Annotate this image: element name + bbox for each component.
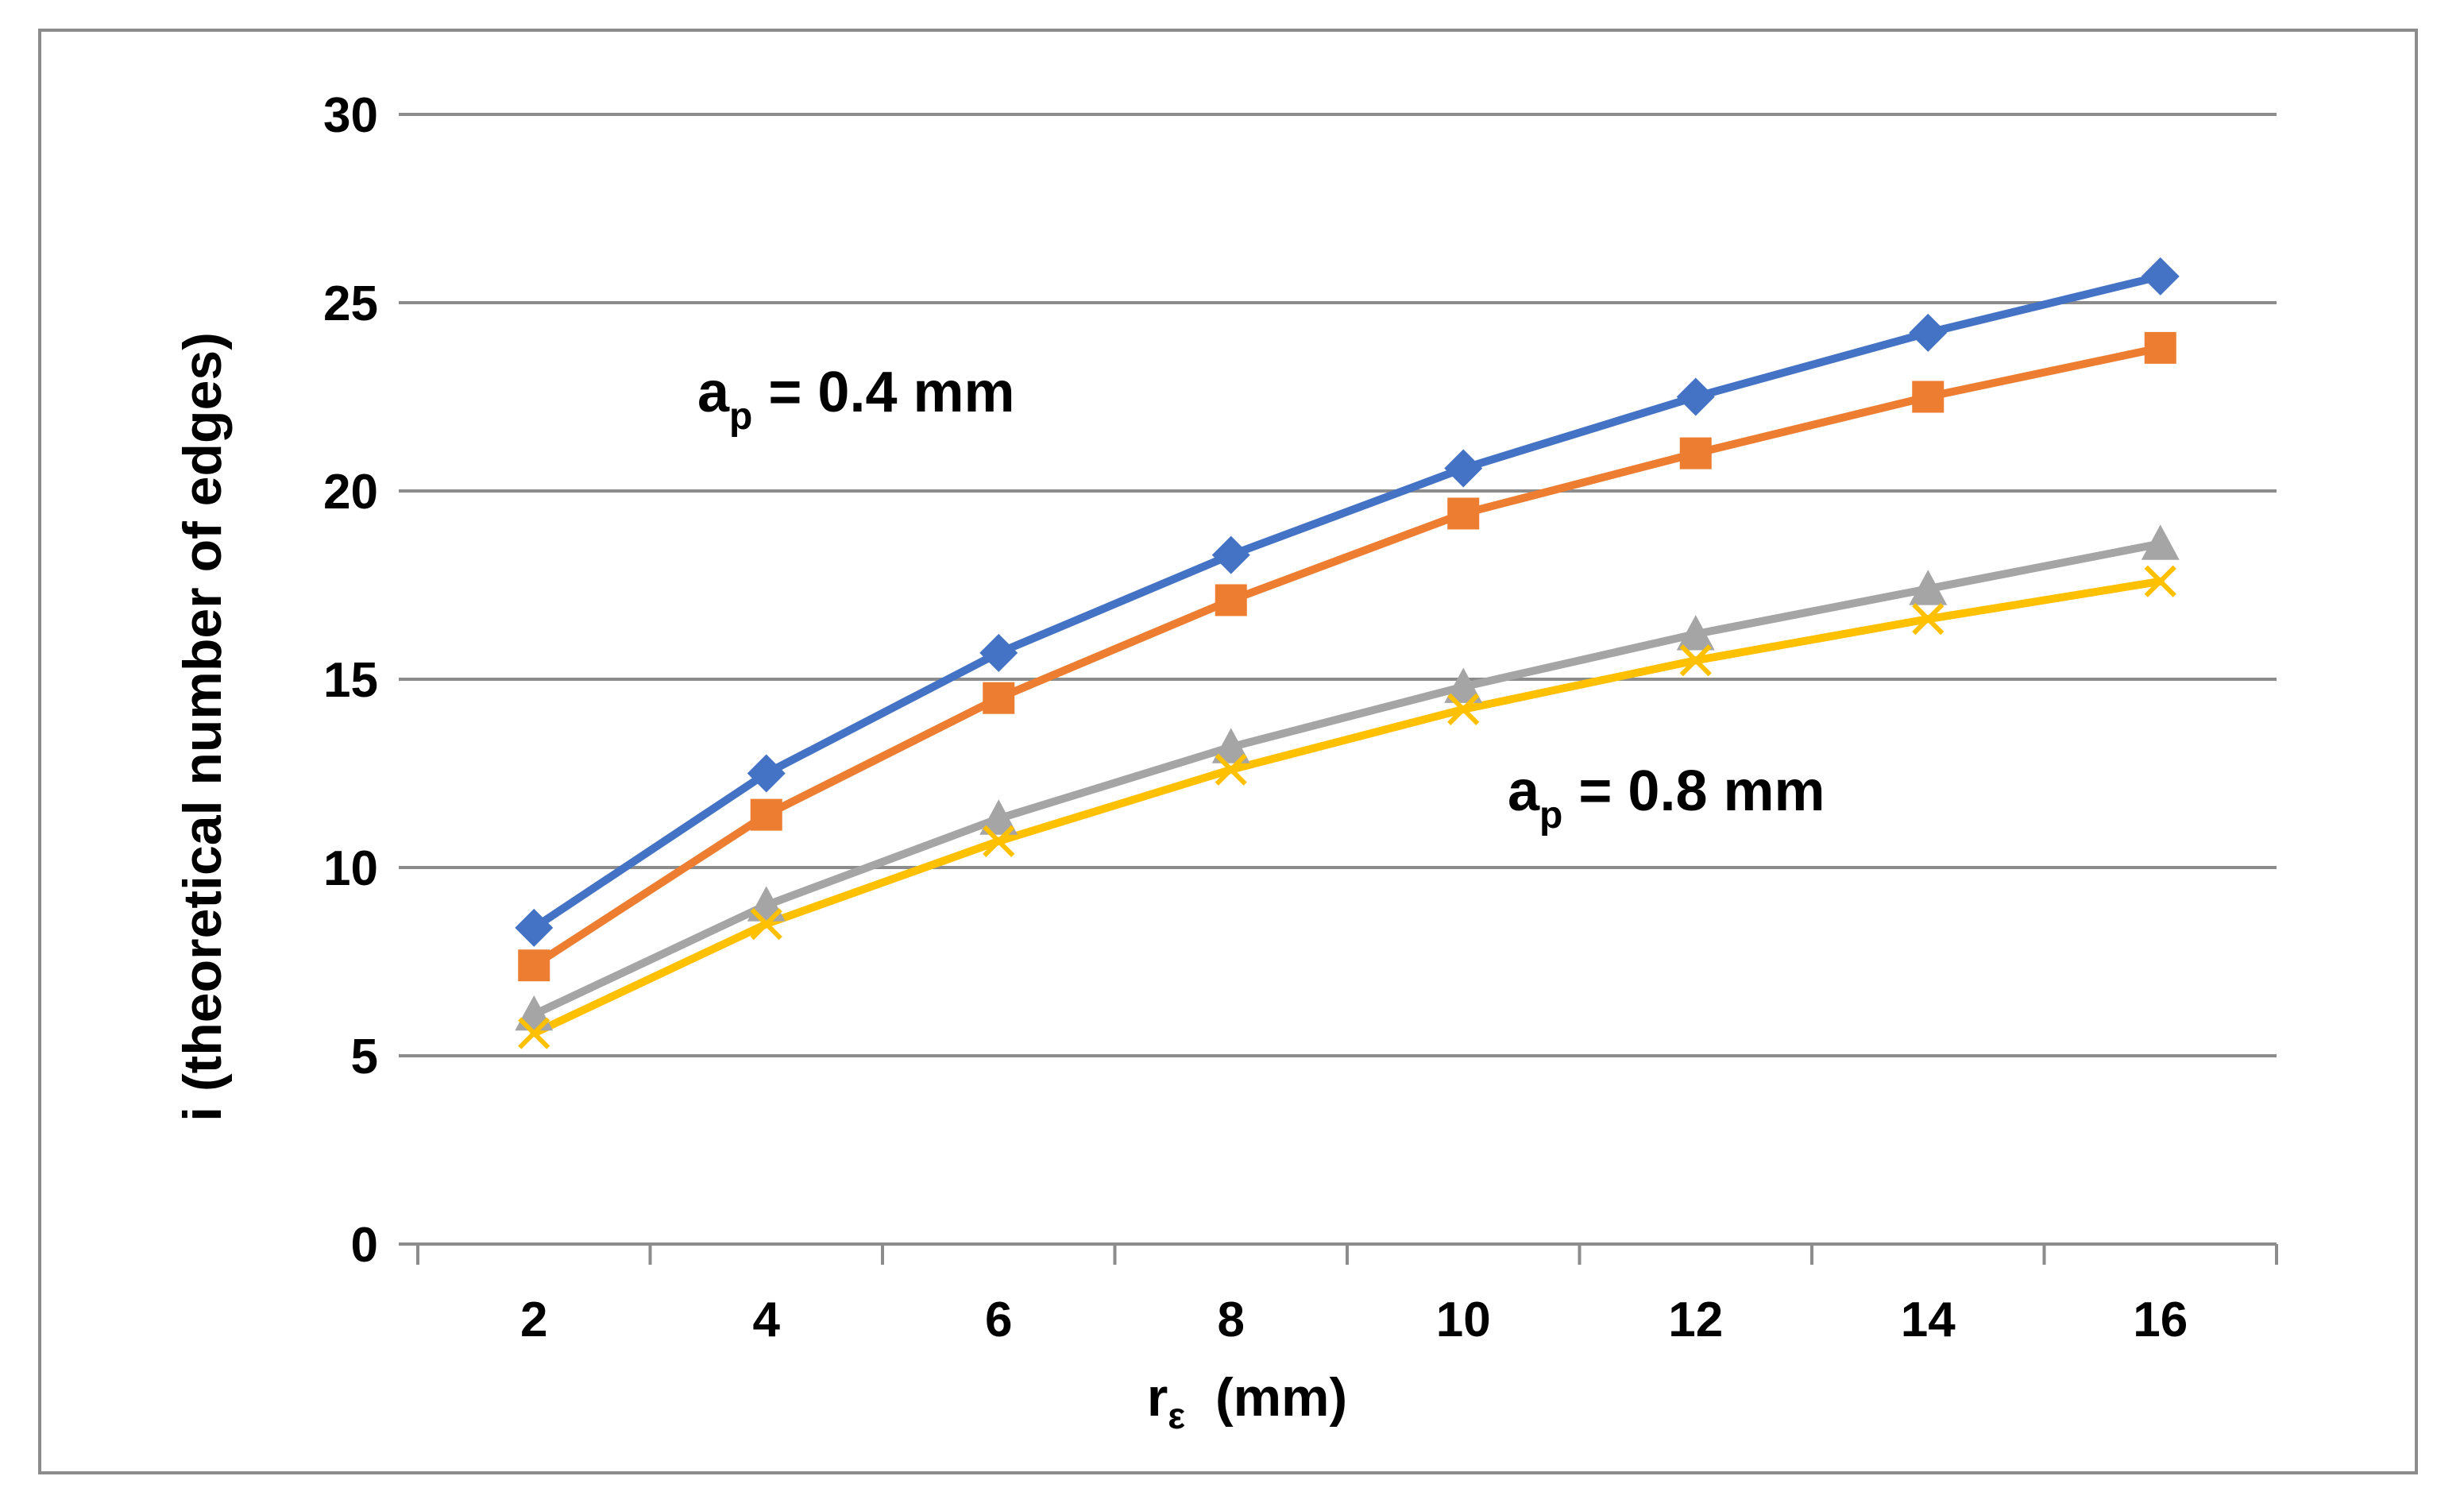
x-tick-label: 8 (1218, 1293, 1245, 1347)
x-axis-title-sub: ε (1168, 1395, 1185, 1436)
series-1-line (530, 272, 2165, 932)
series-3-point (2141, 524, 2180, 560)
x-axis-title-unit: (mm) (1215, 1367, 1347, 1428)
series-lines (530, 272, 2165, 1038)
series-2-point (518, 949, 550, 982)
series-markers (515, 257, 2180, 1049)
annotation-ap-08: ap = 0.8 mm (1508, 759, 1825, 837)
series-3-line (530, 539, 2165, 1018)
series-1-point (2141, 257, 2180, 296)
series-3-point (979, 799, 1018, 835)
x-tick-label: 16 (2133, 1293, 2188, 1347)
axes: 0 5 10 15 20 25 30 2 4 6 8 10 12 14 16 (323, 88, 2278, 1347)
series-4-point (750, 907, 782, 941)
y-axis-title: i (theoretical number of edges) (172, 332, 233, 1122)
series-2-point (1912, 381, 1945, 413)
series-4-line (530, 577, 2165, 1038)
series-4-point (1912, 603, 1945, 636)
x-tick-label: 2 (520, 1293, 547, 1347)
x-tick-label: 14 (1901, 1293, 1956, 1347)
series-2-point (1447, 497, 1480, 530)
y-tick-label: 10 (323, 841, 378, 896)
series-3-point (1444, 667, 1483, 703)
y-tick-label: 30 (323, 88, 378, 143)
x-tick-label: 10 (1436, 1293, 1491, 1347)
y-tick-label: 15 (323, 653, 378, 708)
series-2-line (530, 343, 2165, 970)
series-4-point (1447, 693, 1480, 726)
series-4-point (983, 825, 1015, 857)
series-1-point (1444, 449, 1483, 488)
x-tick-label: 6 (985, 1293, 1012, 1347)
series-3-point (1211, 728, 1250, 763)
series-1-point (979, 633, 1018, 672)
x-tick-label: 4 (753, 1293, 781, 1347)
series-4-point (2144, 565, 2176, 597)
series-1-point (1909, 313, 1948, 352)
x-axis-title-main: r (1147, 1367, 1168, 1428)
series-3-point (1676, 615, 1715, 651)
series-1-point (1676, 377, 1715, 416)
series-1-point (747, 754, 786, 793)
y-tick-label: 20 (323, 465, 378, 520)
series-3-point (1909, 570, 1948, 605)
series-2-point (1679, 437, 1712, 470)
x-tick-label: 12 (1668, 1293, 1723, 1347)
series-2-point (1215, 584, 1247, 616)
series-4-point (1679, 644, 1712, 677)
series-3-point (515, 995, 554, 1031)
series-4-point (518, 1017, 550, 1049)
gridlines (399, 113, 2277, 1246)
series-2-point (750, 798, 782, 831)
annotation-ap-04: ap = 0.4 mm (697, 361, 1015, 438)
series-2-point (2144, 331, 2176, 364)
y-tick-label: 25 (323, 276, 378, 331)
series-4-point (1215, 753, 1247, 786)
y-tick-label: 0 (351, 1218, 378, 1273)
y-tick-label: 5 (351, 1030, 378, 1084)
series-1-point (515, 908, 554, 947)
series-1-point (1211, 535, 1250, 574)
series-2-point (983, 682, 1015, 714)
x-axis-title: rε (mm) (1147, 1367, 1347, 1436)
